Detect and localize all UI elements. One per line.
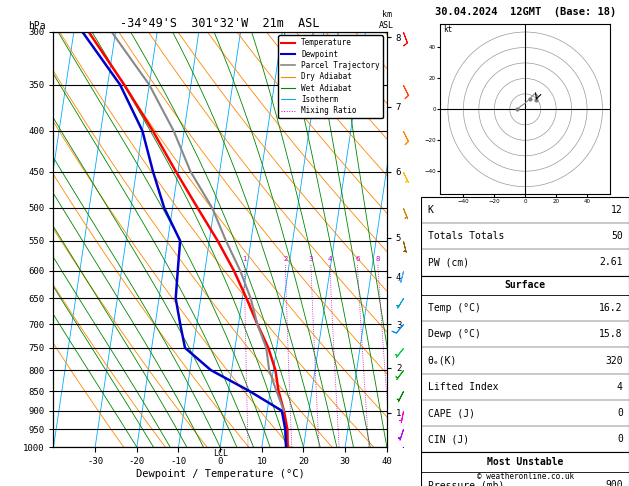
Text: Lifted Index: Lifted Index — [428, 382, 498, 392]
Text: 1: 1 — [242, 256, 247, 262]
Text: 0: 0 — [617, 434, 623, 444]
Text: Surface: Surface — [504, 280, 546, 290]
Bar — [421, 452, 629, 486]
Text: 15.8: 15.8 — [599, 330, 623, 339]
X-axis label: Dewpoint / Temperature (°C): Dewpoint / Temperature (°C) — [136, 469, 304, 479]
Text: © weatheronline.co.uk: © weatheronline.co.uk — [477, 472, 574, 481]
Text: θₑ(K): θₑ(K) — [428, 356, 457, 365]
Text: Dewp (°C): Dewp (°C) — [428, 330, 481, 339]
Text: 4: 4 — [328, 256, 332, 262]
Text: 900: 900 — [605, 480, 623, 486]
Text: hPa: hPa — [28, 21, 46, 31]
Text: 6: 6 — [355, 256, 360, 262]
Title: -34°49'S  301°32'W  21m  ASL: -34°49'S 301°32'W 21m ASL — [120, 17, 320, 31]
Text: CIN (J): CIN (J) — [428, 434, 469, 444]
Text: K: K — [428, 205, 433, 215]
Text: 320: 320 — [605, 356, 623, 365]
Text: PW (cm): PW (cm) — [428, 258, 469, 267]
Text: 8: 8 — [376, 256, 380, 262]
Text: 0: 0 — [617, 408, 623, 418]
Text: kt: kt — [443, 25, 452, 34]
Text: Pressure (mb): Pressure (mb) — [428, 480, 504, 486]
Text: 50: 50 — [611, 231, 623, 241]
Bar — [421, 276, 629, 452]
Text: 2: 2 — [283, 256, 287, 262]
Text: Temp (°C): Temp (°C) — [428, 303, 481, 313]
Text: LCL: LCL — [213, 449, 228, 458]
Text: 4: 4 — [617, 382, 623, 392]
Text: 2.61: 2.61 — [599, 258, 623, 267]
Text: 16.2: 16.2 — [599, 303, 623, 313]
Text: Totals Totals: Totals Totals — [428, 231, 504, 241]
Text: km
ASL: km ASL — [379, 10, 394, 30]
Text: 3: 3 — [308, 256, 313, 262]
Text: 30.04.2024  12GMT  (Base: 18): 30.04.2024 12GMT (Base: 18) — [435, 7, 616, 17]
Text: Most Unstable: Most Unstable — [487, 457, 564, 467]
Text: 12: 12 — [611, 205, 623, 215]
Text: CAPE (J): CAPE (J) — [428, 408, 475, 418]
Legend: Temperature, Dewpoint, Parcel Trajectory, Dry Adiabat, Wet Adiabat, Isotherm, Mi: Temperature, Dewpoint, Parcel Trajectory… — [279, 35, 383, 118]
Bar — [421, 197, 629, 276]
